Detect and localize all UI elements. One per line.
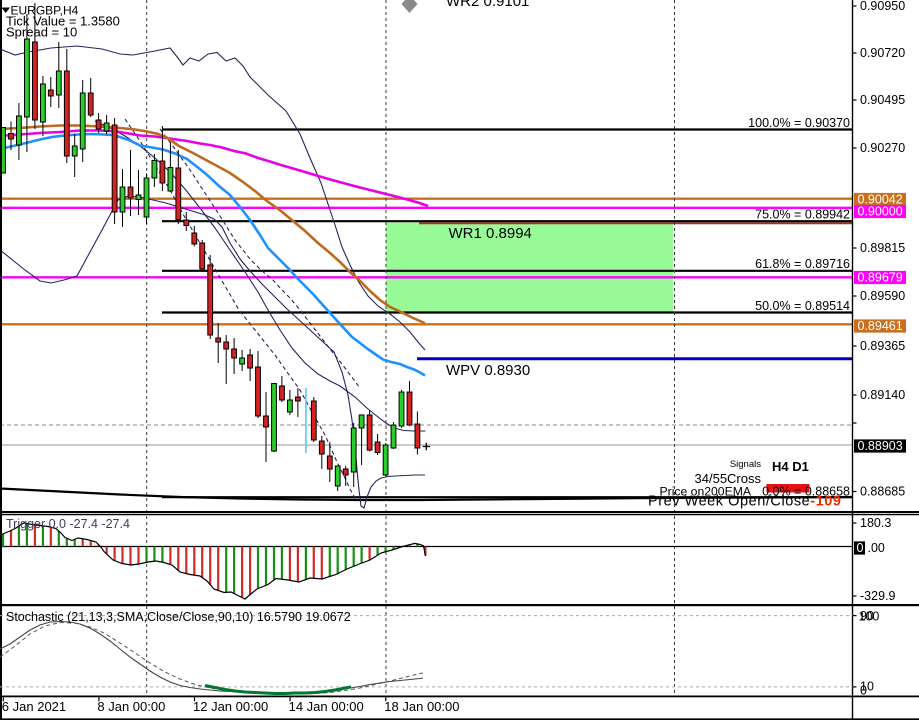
svg-text:Prev Week Open/Close-109: Prev Week Open/Close-109 [648, 494, 841, 510]
svg-text:Price on200EMA: Price on200EMA [660, 485, 752, 499]
svg-text:0.90042: 0.90042 [858, 193, 903, 207]
svg-text:H4 D1: H4 D1 [772, 459, 809, 474]
svg-text:75.0% = 0.89942: 75.0% = 0.89942 [755, 208, 850, 222]
svg-text:0.89461: 0.89461 [858, 319, 903, 333]
svg-text:0.89590: 0.89590 [860, 289, 905, 303]
svg-text:EURGBP,H4: EURGBP,H4 [11, 4, 79, 18]
svg-text:18 Jan 00:00: 18 Jan 00:00 [384, 699, 459, 714]
svg-text:Signals: Signals [730, 459, 761, 470]
svg-text:-329.9: -329.9 [860, 589, 895, 603]
svg-text:Spread = 10: Spread = 10 [6, 25, 77, 40]
svg-text:WR2 0.9101: WR2 0.9101 [446, 0, 529, 10]
svg-text:6 Jan 2021: 6 Jan 2021 [2, 699, 66, 714]
svg-text:0.90950: 0.90950 [860, 0, 905, 13]
svg-text:0.89365: 0.89365 [860, 339, 905, 353]
svg-text:10: 10 [860, 680, 874, 694]
svg-text:0.0% = 0.88658: 0.0% = 0.88658 [762, 485, 850, 499]
svg-text:0.88685: 0.88685 [860, 485, 905, 499]
svg-text:180.3: 180.3 [860, 516, 891, 530]
svg-text:61.8% = 0.89716: 61.8% = 0.89716 [755, 257, 850, 271]
svg-text:12 Jan 00:00: 12 Jan 00:00 [193, 699, 268, 714]
svg-text:0.88903: 0.88903 [858, 439, 903, 453]
svg-text:WPV 0.8930: WPV 0.8930 [446, 362, 530, 379]
svg-text:34/55Cross: 34/55Cross [695, 471, 762, 486]
svg-text:Stochastic (21,13,3,SMA,Close/: Stochastic (21,13,3,SMA,Close/Close,90,1… [6, 610, 351, 624]
svg-text:100: 100 [859, 610, 880, 624]
svg-text:0.90000: 0.90000 [858, 205, 903, 219]
svg-text:0.90495: 0.90495 [860, 93, 905, 107]
svg-text:WR1 0.8994: WR1 0.8994 [449, 225, 532, 242]
svg-text:0.89140: 0.89140 [860, 388, 905, 402]
svg-text:Tick Value = 1.3580: Tick Value = 1.3580 [6, 14, 120, 29]
svg-text:0.89679: 0.89679 [858, 271, 903, 285]
svg-text:50.0% = 0.89514: 50.0% = 0.89514 [755, 299, 850, 313]
svg-text:8 Jan 00:00: 8 Jan 00:00 [97, 699, 165, 714]
svg-text:90: 90 [860, 609, 874, 623]
svg-text:0.90720: 0.90720 [860, 46, 905, 60]
svg-text:14 Jan 00:00: 14 Jan 00:00 [289, 699, 364, 714]
svg-text:0.89815: 0.89815 [860, 241, 905, 255]
svg-text:100.0% = 0.90370: 100.0% = 0.90370 [748, 116, 850, 130]
svg-text:0: 0 [860, 684, 867, 698]
svg-text:0: 0 [857, 541, 864, 555]
svg-text:0.90270: 0.90270 [860, 141, 905, 155]
svg-text:Trigger 0.0 -27.4 -27.4: Trigger 0.0 -27.4 -27.4 [6, 517, 130, 531]
svg-text:.00: .00 [868, 541, 885, 555]
